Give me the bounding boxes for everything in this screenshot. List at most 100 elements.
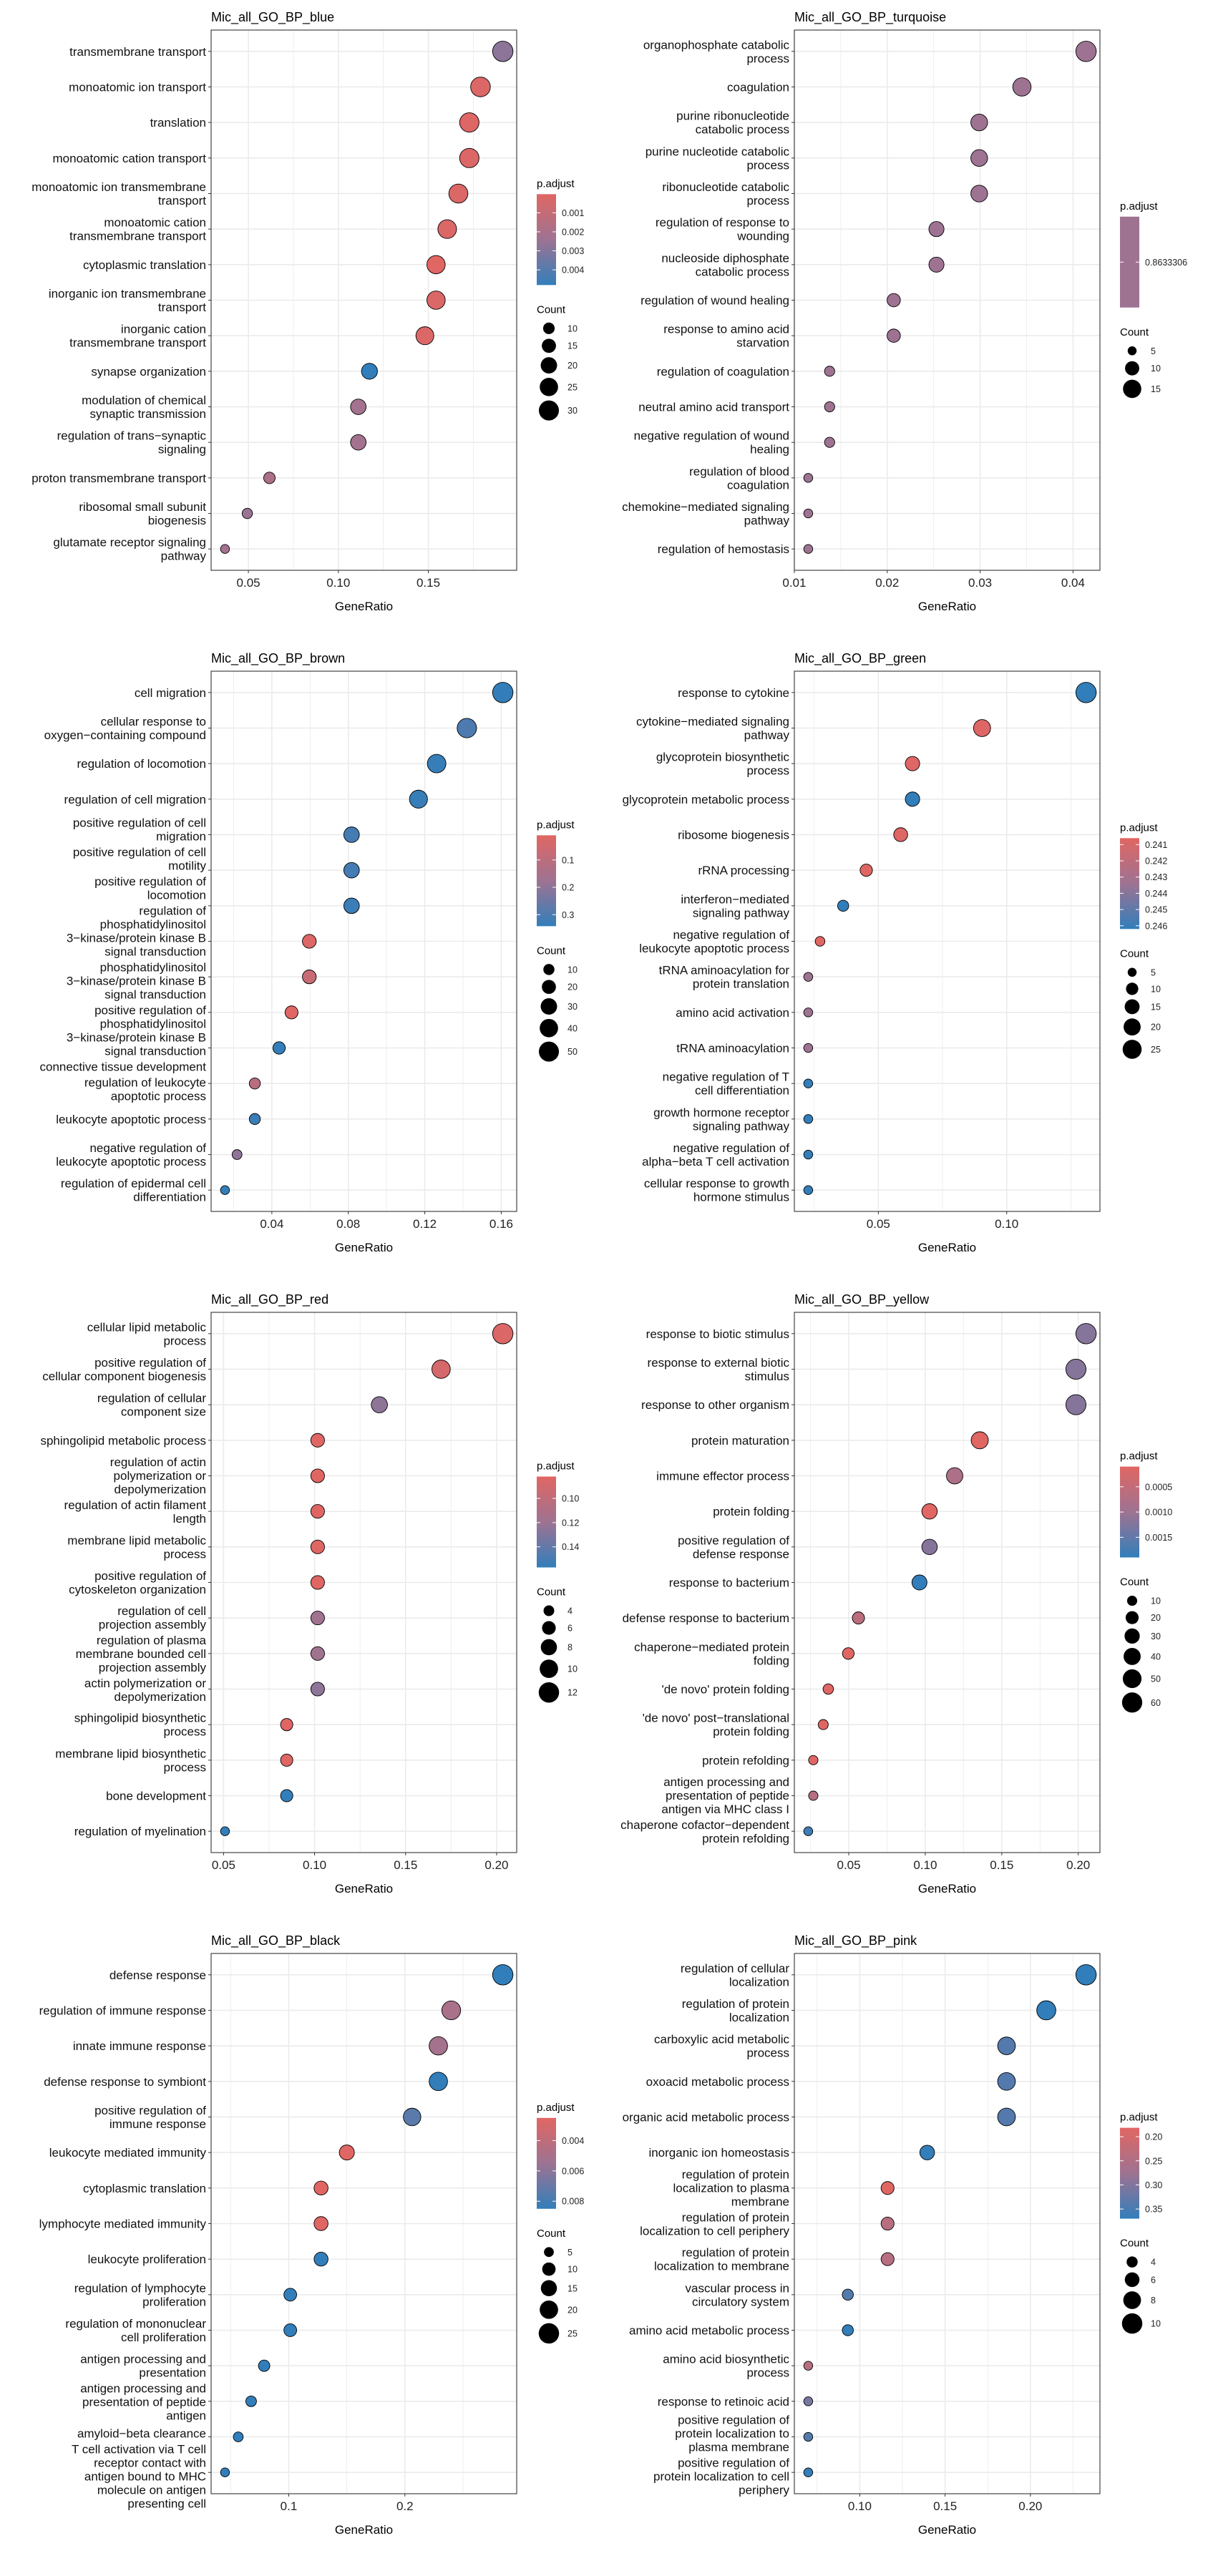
dot-term-12[interactable] (803, 1114, 814, 1124)
dot-term-5[interactable] (859, 864, 873, 877)
dot-term-6[interactable] (928, 256, 945, 273)
dot-term-2[interactable] (429, 2036, 448, 2056)
dot-term-1[interactable] (470, 77, 491, 97)
dot-term-1[interactable] (1012, 77, 1032, 97)
dot-term-10[interactable] (803, 1043, 814, 1053)
dot-term-10[interactable] (272, 1041, 286, 1055)
dot-term-9[interactable] (824, 366, 835, 377)
dot-term-12[interactable] (280, 1753, 293, 1767)
dot-term-12[interactable] (263, 472, 276, 484)
dot-term-8[interactable] (852, 1611, 865, 1625)
dot-term-1[interactable] (432, 1360, 451, 1379)
dot-term-3[interactable] (459, 147, 479, 168)
dot-term-1[interactable] (441, 2000, 462, 2021)
dot-term-6[interactable] (313, 2180, 328, 2196)
dot-term-6[interactable] (921, 1538, 938, 1556)
dot-term-2[interactable] (371, 1396, 388, 1413)
dot-term-7[interactable] (887, 293, 901, 308)
dot-term-8[interactable] (415, 326, 434, 346)
dot-term-4[interactable] (403, 2107, 422, 2127)
dot-term-9[interactable] (361, 363, 378, 380)
dot-term-12[interactable] (808, 1755, 819, 1765)
dot-term-5[interactable] (437, 219, 457, 239)
dot-term-13[interactable] (808, 1790, 819, 1801)
dot-term-14[interactable] (803, 1185, 814, 1195)
dot-term-0[interactable] (1075, 682, 1097, 703)
dot-term-6[interactable] (837, 899, 849, 912)
dot-term-8[interactable] (302, 970, 317, 985)
dot-term-14[interactable] (220, 544, 230, 554)
dot-term-2[interactable] (997, 2036, 1016, 2055)
dot-term-4[interactable] (970, 185, 988, 203)
dot-term-5[interactable] (343, 862, 360, 879)
dot-term-7[interactable] (427, 291, 446, 310)
dot-term-9[interactable] (310, 1646, 325, 1661)
dot-term-1[interactable] (1036, 2000, 1056, 2021)
dot-term-1[interactable] (457, 718, 477, 738)
dot-term-0[interactable] (492, 41, 514, 62)
dot-term-8[interactable] (803, 972, 814, 982)
dot-term-5[interactable] (310, 1504, 325, 1519)
dot-term-4[interactable] (946, 1467, 963, 1485)
dot-term-4[interactable] (893, 827, 908, 842)
dot-term-0[interactable] (492, 1323, 514, 1345)
dot-term-7[interactable] (313, 2216, 328, 2231)
dot-term-11[interactable] (248, 1077, 261, 1090)
dot-term-11[interactable] (258, 2359, 271, 2372)
dot-term-8[interactable] (313, 2251, 328, 2267)
dot-term-2[interactable] (970, 113, 988, 132)
dot-term-11[interactable] (817, 1719, 829, 1730)
dot-term-4[interactable] (310, 1468, 325, 1483)
dot-term-0[interactable] (1075, 1964, 1097, 1986)
dot-term-4[interactable] (448, 183, 469, 204)
dot-term-11[interactable] (350, 434, 367, 451)
dot-term-10[interactable] (350, 399, 367, 415)
dot-term-2[interactable] (459, 112, 479, 133)
dot-term-11[interactable] (803, 2361, 814, 2371)
dot-term-0[interactable] (492, 682, 514, 703)
dot-term-7[interactable] (302, 934, 317, 949)
dot-term-4[interactable] (343, 826, 360, 843)
dot-term-7[interactable] (310, 1575, 325, 1590)
dot-term-13[interactable] (241, 507, 253, 519)
dot-term-11[interactable] (280, 1718, 293, 1732)
dot-term-13[interactable] (233, 2431, 244, 2442)
dot-term-9[interactable] (284, 1005, 298, 1020)
dot-term-3[interactable] (429, 2072, 448, 2092)
dot-term-12[interactable] (245, 2395, 257, 2407)
dot-term-0[interactable] (1075, 1323, 1097, 1345)
dot-term-9[interactable] (803, 1008, 814, 1018)
dot-term-12[interactable] (248, 1113, 261, 1126)
dot-term-4[interactable] (997, 2107, 1016, 2127)
dot-term-8[interactable] (887, 328, 901, 343)
dot-term-7[interactable] (911, 1574, 927, 1591)
dot-term-0[interactable] (492, 1964, 514, 1986)
dot-term-9[interactable] (842, 2288, 854, 2301)
dot-term-13[interactable] (803, 2431, 814, 2442)
dot-term-11[interactable] (803, 1078, 814, 1088)
dot-term-7[interactable] (880, 2216, 895, 2231)
dot-term-6[interactable] (310, 1539, 325, 1554)
dot-term-12[interactable] (803, 473, 814, 483)
dot-term-8[interactable] (880, 2252, 895, 2266)
dot-term-6[interactable] (343, 897, 360, 914)
dot-term-5[interactable] (928, 221, 945, 238)
dot-term-14[interactable] (803, 544, 814, 554)
dot-term-10[interactable] (310, 1682, 325, 1697)
dot-term-5[interactable] (921, 1503, 938, 1520)
dot-term-1[interactable] (1065, 1358, 1086, 1380)
dot-term-1[interactable] (973, 719, 991, 737)
dot-term-10[interactable] (842, 2324, 854, 2336)
dot-term-14[interactable] (220, 2467, 230, 2477)
dot-term-3[interactable] (310, 1433, 325, 1448)
dot-term-9[interactable] (283, 2288, 297, 2302)
dot-term-13[interactable] (231, 1149, 243, 1160)
dot-term-6[interactable] (427, 255, 446, 275)
dot-term-2[interactable] (427, 753, 447, 774)
dot-term-14[interactable] (803, 2467, 814, 2477)
dot-term-3[interactable] (905, 791, 920, 807)
dot-term-13[interactable] (280, 1789, 293, 1802)
dot-term-14[interactable] (220, 1826, 230, 1836)
dot-term-14[interactable] (803, 1826, 814, 1836)
dot-term-2[interactable] (1065, 1394, 1086, 1415)
